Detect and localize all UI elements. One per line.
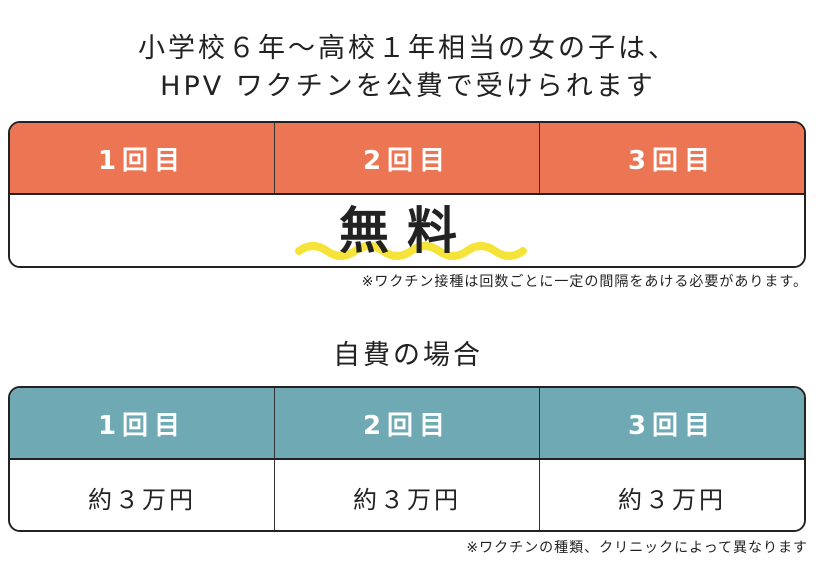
free-header-dose-1: 1回目 bbox=[97, 145, 187, 176]
vaccine-type-note: ※ワクチンの種類、クリニックによって異なります bbox=[466, 540, 808, 556]
free-table-body: 無料 bbox=[10, 195, 804, 266]
self-cost-dose-2: 約３万円 bbox=[274, 460, 539, 530]
free-vaccination-table: 1回目 2回目 3回目 無料 bbox=[8, 121, 806, 268]
self-table-body-row: 約３万円 約３万円 約３万円 bbox=[10, 460, 804, 530]
self-pay-table: 1回目 2回目 3回目 約３万円 約３万円 約３万円 bbox=[8, 386, 806, 532]
free-header-dose-3: 3回目 bbox=[539, 123, 804, 193]
free-header-dose-2: 2回目 bbox=[274, 123, 539, 193]
free-table-header-row: 1回目 2回目 3回目 bbox=[10, 123, 804, 195]
heading-line-1: 小学校６年〜高校１年相当の女の子は、 bbox=[138, 33, 678, 64]
self-header-dose-3: 3回目 bbox=[539, 388, 804, 458]
self-cost-dose-3: 約３万円 bbox=[539, 460, 804, 530]
self-header-dose-2: 2回目 bbox=[274, 388, 539, 458]
heading-line-2: HPV ワクチンを公費で受けられます bbox=[160, 71, 656, 102]
self-header-dose-1: 1回目 bbox=[97, 410, 187, 441]
interval-note: ※ワクチン接種は回数ごとに一定の間隔をあける必要があります。 bbox=[361, 274, 808, 290]
self-cost-dose-1: 約３万円 bbox=[88, 485, 196, 514]
highlight-wave bbox=[295, 242, 527, 260]
self-pay-title: 自費の場合 bbox=[333, 340, 483, 371]
self-table-header-row: 1回目 2回目 3回目 bbox=[10, 388, 804, 460]
free-label: 無料 bbox=[339, 202, 475, 260]
